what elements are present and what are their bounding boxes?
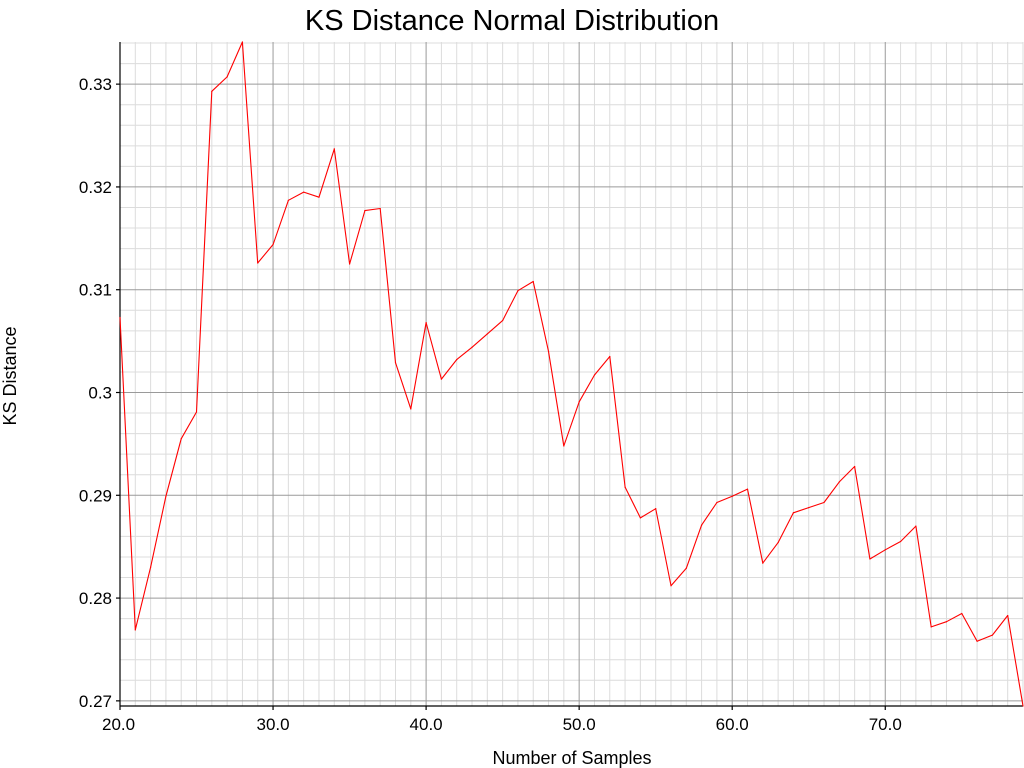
data-point (348, 263, 351, 265)
data-point (655, 508, 657, 510)
data-point (792, 512, 795, 514)
data-point (899, 540, 902, 543)
data-point (318, 196, 320, 198)
data-point (226, 76, 228, 78)
data-point (685, 567, 687, 569)
data-point (547, 350, 550, 352)
x-tick-label: 40.0 (410, 715, 443, 734)
data-point (716, 501, 718, 504)
data-point (410, 408, 412, 410)
x-tick-label: 30.0 (257, 715, 290, 734)
y-tick-label: 0.29 (79, 486, 112, 505)
data-point (838, 481, 840, 483)
data-point (471, 346, 473, 348)
series-group (119, 41, 1024, 707)
data-point (165, 495, 167, 497)
data-point (563, 445, 565, 447)
data-point (303, 191, 305, 193)
data-point (731, 495, 733, 497)
data-point (930, 626, 932, 628)
data-point (700, 524, 703, 526)
data-point (945, 621, 948, 623)
data-point (119, 316, 121, 319)
data-point (287, 199, 289, 201)
data-point (624, 486, 626, 488)
data-point (211, 90, 213, 92)
data-point (440, 378, 443, 380)
data-point (976, 640, 978, 642)
y-tick-label: 0.31 (79, 281, 112, 300)
x-axis-label: Number of Samples (492, 748, 651, 768)
grid (119, 42, 1024, 706)
data-point (609, 355, 611, 358)
data-point (333, 148, 335, 150)
data-point (394, 362, 397, 364)
data-point (134, 629, 136, 631)
data-point (869, 558, 871, 560)
data-point (854, 465, 856, 468)
data-point (961, 612, 963, 615)
y-tick-label: 0.28 (79, 589, 112, 608)
data-point (1022, 705, 1024, 707)
x-tick-label: 70.0 (869, 715, 902, 734)
data-point (486, 333, 488, 335)
data-point (364, 209, 366, 212)
data-point (884, 549, 886, 551)
data-point (762, 562, 764, 564)
data-point (379, 207, 381, 210)
data-point (746, 488, 749, 490)
data-point (456, 359, 458, 361)
data-point (241, 41, 244, 43)
data-point (180, 438, 182, 440)
data-point (195, 411, 198, 413)
chart-title: KS Distance Normal Distribution (305, 5, 719, 37)
series-line (119, 41, 1024, 707)
x-tick-label: 60.0 (716, 715, 749, 734)
data-point (502, 319, 504, 322)
x-tick-label: 50.0 (563, 715, 596, 734)
data-point (517, 290, 519, 292)
y-axis-label: KS Distance (0, 326, 20, 425)
data-point (1007, 614, 1009, 617)
data-point (150, 566, 152, 568)
data-point (578, 401, 580, 403)
y-tick-label: 0.33 (79, 75, 112, 94)
data-point (823, 501, 825, 504)
data-point (532, 280, 534, 283)
data-point (593, 374, 596, 376)
x-tick-label: 20.0 (102, 715, 135, 734)
data-point (639, 517, 641, 519)
y-tick-label: 0.27 (79, 692, 112, 711)
y-tick-label: 0.32 (79, 178, 112, 197)
data-point (670, 585, 672, 587)
data-point (272, 243, 274, 246)
data-point (915, 525, 917, 527)
data-point (777, 541, 779, 544)
axes (116, 42, 1023, 710)
y-tick-label: 0.3 (88, 384, 112, 403)
data-point (808, 507, 810, 509)
data-point (425, 322, 427, 324)
data-point (257, 262, 259, 264)
data-point (991, 634, 993, 636)
tick-labels: 0.27 0.28 0.29 0.3 0.31 0.32 0.33 20.0 30.0 40.0 5… (79, 75, 902, 734)
